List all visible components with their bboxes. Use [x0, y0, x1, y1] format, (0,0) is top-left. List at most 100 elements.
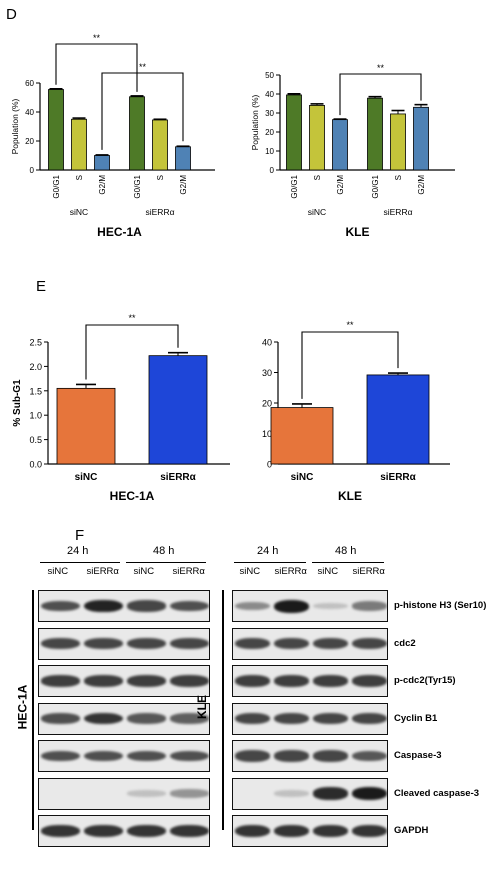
blot-strip — [38, 740, 210, 772]
protein-label: cdc2 — [394, 637, 416, 649]
x-tick-label: G2/M — [179, 175, 188, 195]
group-label: siERRα — [384, 207, 413, 217]
lane-label: siERRα — [352, 566, 385, 577]
time-label: 24 h — [257, 545, 279, 557]
protein-band — [313, 712, 348, 725]
x-tick-label: siERRα — [380, 472, 416, 483]
x-tick-label: siNC — [75, 472, 98, 483]
protein-label: Caspase-3 — [394, 750, 442, 761]
protein-band — [127, 713, 166, 724]
bar — [413, 106, 429, 171]
protein-band — [84, 675, 123, 687]
significance-bracket — [85, 324, 179, 380]
protein-band — [313, 637, 348, 650]
bar — [152, 119, 168, 171]
x-tick-label: S — [313, 175, 322, 180]
lane-label: siNC — [133, 566, 155, 577]
lane-label: siNC — [317, 566, 339, 577]
chart-e-hec1a: 0.0 0.5 1.0 1.5 2.0 2.5 % Sub-G1 siNC siERRα HEC-… — [12, 313, 230, 503]
protein-band — [84, 712, 123, 725]
blot-strip — [232, 740, 388, 772]
y-tick-label: 60 — [25, 79, 34, 88]
y-tick-label: 10 — [262, 429, 272, 439]
protein-band — [313, 750, 348, 762]
blot-strip — [232, 777, 388, 810]
lane-label: siERRα — [86, 566, 119, 577]
protein-label: Cyclin B1 — [394, 712, 438, 724]
protein-band — [41, 825, 80, 837]
protein-band — [84, 750, 123, 762]
bar — [367, 97, 383, 171]
y-tick-label: 20 — [262, 399, 272, 409]
protein-band — [274, 790, 309, 797]
significance-bracket — [55, 43, 138, 92]
protein-band — [127, 825, 166, 837]
chart-e-kle: 0 10 20 30 40 % Sub-G1 siNC siERRα KLE ** — [250, 320, 450, 503]
x-tick-label: G0/G1 — [52, 174, 61, 198]
y-tick-label: 2.0 — [29, 362, 42, 372]
time-label: 24 h — [67, 545, 89, 557]
x-tick-label: siERRα — [160, 472, 196, 483]
x-tick-label: G2/M — [417, 175, 426, 195]
protein-band — [41, 637, 80, 650]
lane-label: siNC — [47, 566, 69, 577]
protein-band — [274, 750, 309, 762]
protein-band — [127, 600, 166, 612]
bar — [390, 113, 406, 171]
protein-band — [84, 825, 123, 837]
protein-band — [127, 675, 166, 687]
bar — [332, 119, 348, 171]
y-tick-label: 0 — [30, 166, 35, 175]
protein-band — [274, 712, 309, 725]
protein-band — [127, 750, 166, 762]
protein-band — [352, 637, 387, 650]
protein-band — [170, 713, 209, 724]
significance-bracket — [339, 73, 422, 116]
protein-band — [41, 713, 80, 724]
bar — [148, 355, 208, 465]
y-tick-label: 0 — [267, 460, 272, 470]
blot-strip — [38, 665, 210, 697]
bar — [175, 146, 191, 171]
protein-band — [84, 637, 123, 650]
protein-band — [352, 787, 387, 800]
blot-strip — [232, 627, 388, 660]
y-tick-label: 30 — [265, 109, 274, 118]
protein-band — [352, 825, 387, 837]
chart-d-kle: 0 10 20 30 40 50 Population (%) G0/G1 S G2/M siNC G… — [250, 63, 455, 239]
protein-label: p-cdc2(Tyr15) — [394, 675, 456, 686]
group-label: siERRα — [146, 207, 175, 217]
y-tick-label: 50 — [265, 71, 274, 80]
y-tick-label: 2.5 — [29, 338, 42, 348]
bar — [48, 89, 64, 171]
blot-strip — [38, 777, 210, 810]
group-label: siNC — [70, 207, 88, 217]
chart-subtitle: HEC-1A — [110, 489, 155, 503]
protein-band — [127, 790, 166, 797]
time-underline — [234, 562, 306, 563]
significance-marker: ** — [93, 33, 101, 43]
x-tick-label: G2/M — [98, 175, 107, 195]
bar — [129, 96, 145, 171]
panel-label-e: E — [36, 278, 47, 295]
blot-strip — [232, 590, 388, 622]
protein-band — [313, 675, 348, 687]
significance-marker: ** — [128, 313, 136, 323]
protein-band — [41, 675, 80, 687]
y-tick-label: 0 — [270, 166, 275, 175]
significance-bracket — [301, 331, 399, 399]
x-tick-label: S — [156, 175, 165, 180]
significance-marker: ** — [139, 62, 147, 72]
protein-band — [170, 600, 209, 612]
blot-strip — [38, 590, 210, 622]
protein-band — [41, 750, 80, 762]
y-tick-label: 10 — [265, 147, 274, 156]
y-axis-title: % Sub-G1 — [250, 379, 253, 427]
x-tick-label: S — [394, 175, 403, 180]
y-axis-title: % Sub-G1 — [12, 379, 23, 427]
protein-band — [170, 750, 209, 762]
blot-strip — [38, 702, 210, 735]
protein-band — [313, 787, 348, 800]
chart-subtitle: HEC-1A — [97, 225, 142, 239]
protein-band — [127, 637, 166, 650]
